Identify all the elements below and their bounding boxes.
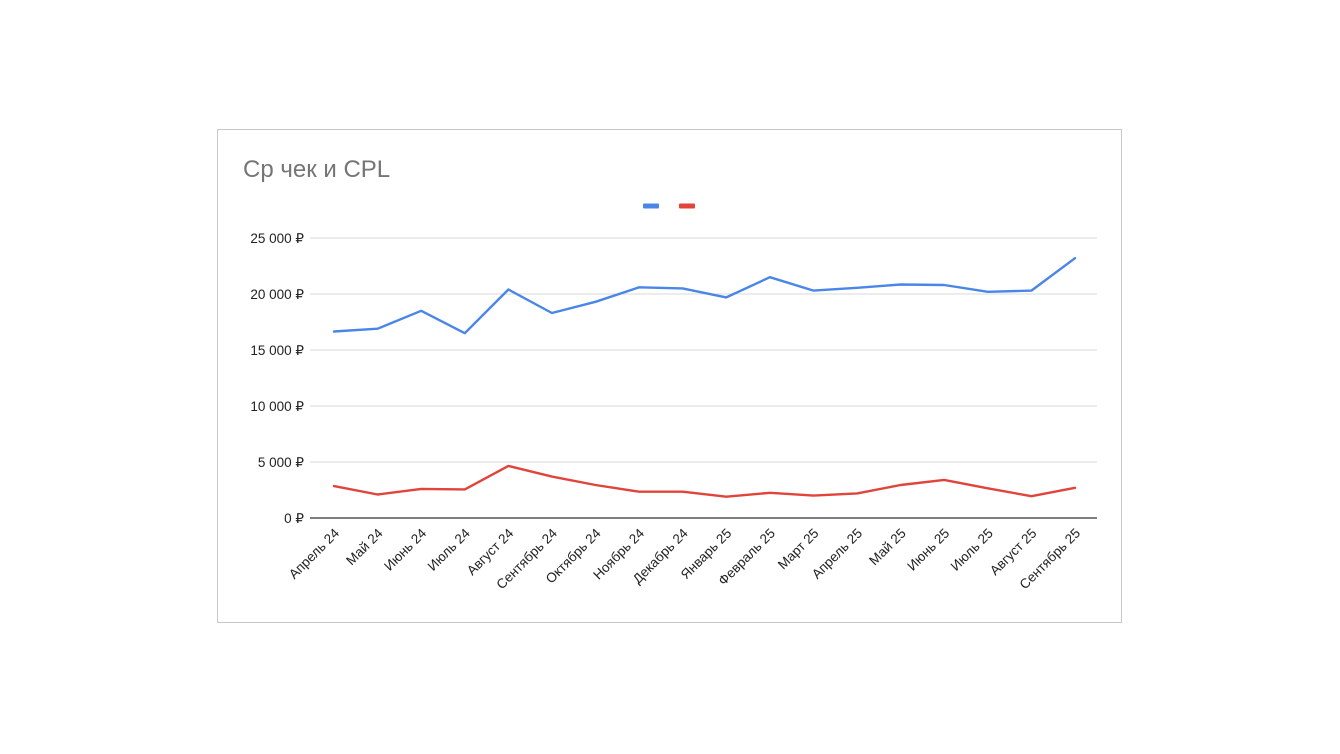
y-axis-ticks: 0 ₽ 5 000 ₽ 10 000 ₽ 15 000 ₽ 20 000 ₽ 25 000…	[250, 231, 304, 526]
x-tick-label: Июнь 25	[904, 526, 952, 574]
series-lines	[332, 256, 1077, 498]
y-tick-label: 5 000 ₽	[258, 455, 305, 470]
y-tick-label: 0 ₽	[284, 511, 304, 526]
y-tick-label: 25 000 ₽	[250, 231, 304, 246]
chart-title: Ср чек и CPL	[243, 156, 390, 183]
chart-container	[217, 129, 1122, 623]
series-line-2	[332, 464, 1077, 498]
gridlines	[310, 237, 1097, 519]
y-tick-label: 10 000 ₽	[250, 399, 304, 414]
x-tick-label: Апрель 24	[286, 525, 343, 582]
series-line-1	[332, 256, 1077, 335]
line-chart: Ср чек и CPL 0 ₽ 5 000 ₽ 10 000 ₽ 15 000 ₽ 2…	[243, 156, 1097, 592]
legend-swatch-1	[643, 203, 659, 209]
y-tick-label: 20 000 ₽	[250, 287, 304, 302]
x-tick-label: Июнь 24	[381, 525, 429, 573]
legend	[643, 203, 695, 209]
x-tick-label: Май 25	[866, 526, 909, 569]
x-tick-label: Май 24	[343, 525, 386, 568]
legend-swatch-2	[679, 203, 695, 209]
y-tick-label: 15 000 ₽	[250, 343, 304, 358]
